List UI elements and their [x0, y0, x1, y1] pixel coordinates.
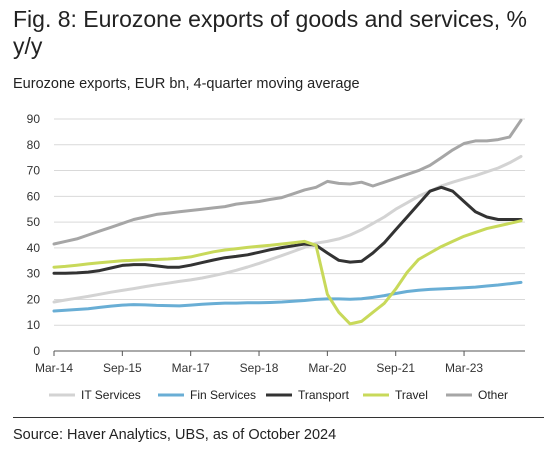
series-line-fin-services [52, 280, 523, 313]
y-tick-label: 20 [27, 292, 41, 306]
chart-title: Fig. 8: Eurozone exports of goods and se… [13, 6, 527, 59]
x-tick-label: Sep-21 [376, 361, 415, 375]
legend-label-other: Other [478, 388, 508, 402]
x-tick-label: Mar-17 [172, 361, 210, 375]
y-tick-label: 60 [27, 189, 41, 203]
line-chart: 0 10 20 30 40 50 60 70 80 90 Mar-14 Sep-15 Mar-17 Se… [27, 112, 525, 402]
series-line-travel [52, 219, 523, 326]
x-tick-label: Mar-20 [308, 361, 346, 375]
legend-label-transport: Transport [298, 388, 350, 402]
x-tick-label: Mar-14 [35, 361, 73, 375]
legend-label-it-services: IT Services [81, 388, 141, 402]
y-tick-label: 10 [27, 318, 41, 332]
y-tick-label: 40 [27, 241, 41, 255]
x-tick-label: Mar-23 [445, 361, 483, 375]
gridlines [54, 118, 525, 352]
series-lines [52, 118, 523, 326]
y-axis-labels: 0 10 20 30 40 50 60 70 80 90 [27, 112, 41, 358]
y-tick-label: 30 [27, 267, 41, 281]
x-tick-label: Sep-15 [103, 361, 142, 375]
legend-label-fin-services: Fin Services [190, 388, 256, 402]
x-tick-label: Sep-18 [240, 361, 279, 375]
y-tick-label: 80 [27, 138, 41, 152]
y-tick-label: 90 [27, 112, 41, 126]
source-divider [13, 417, 544, 418]
series-line-it-services [52, 154, 523, 304]
chart-subtitle: Eurozone exports, EUR bn, 4-quarter movi… [13, 76, 360, 92]
series-line-other [52, 118, 523, 246]
source-note: Source: Haver Analytics, UBS, as of Octo… [13, 427, 337, 443]
legend-label-travel: Travel [395, 388, 428, 402]
y-tick-label: 0 [33, 344, 40, 358]
series-line-transport [52, 185, 523, 275]
x-axis: Mar-14 Sep-15 Mar-17 Sep-18 Mar-20 Sep-21 Mar-… [35, 351, 483, 375]
y-tick-label: 50 [27, 215, 41, 229]
legend: IT Services Fin Services Transport Travel Ot… [49, 388, 508, 402]
y-tick-label: 70 [27, 164, 41, 178]
